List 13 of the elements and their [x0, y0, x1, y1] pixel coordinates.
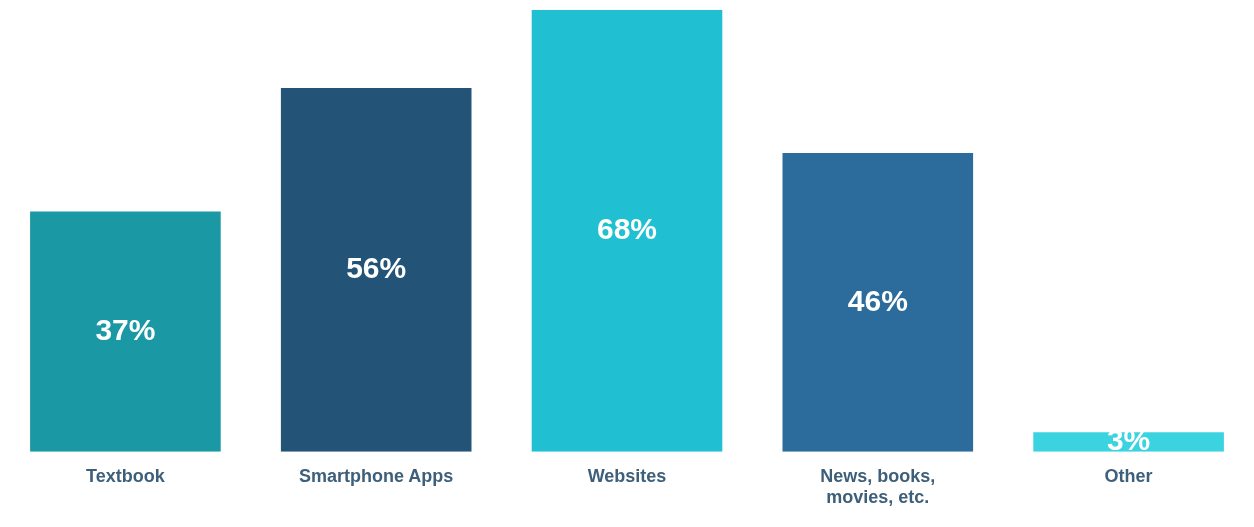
data-label: 46% — [847, 283, 908, 317]
x-tick-label: News, books, movies, etc. — [820, 465, 936, 508]
data-label: 56% — [346, 251, 407, 285]
x-tick-label: Smartphone Apps — [299, 465, 454, 486]
bar — [30, 211, 221, 452]
x-tick-label: Textbook — [86, 465, 166, 486]
data-label: 37% — [95, 312, 156, 346]
data-label: 68% — [596, 212, 658, 246]
bar — [782, 152, 974, 452]
bar — [280, 87, 472, 452]
x-tick-label: Websites — [587, 465, 667, 486]
x-tick-label: Other — [1104, 465, 1153, 486]
bar — [531, 10, 723, 452]
